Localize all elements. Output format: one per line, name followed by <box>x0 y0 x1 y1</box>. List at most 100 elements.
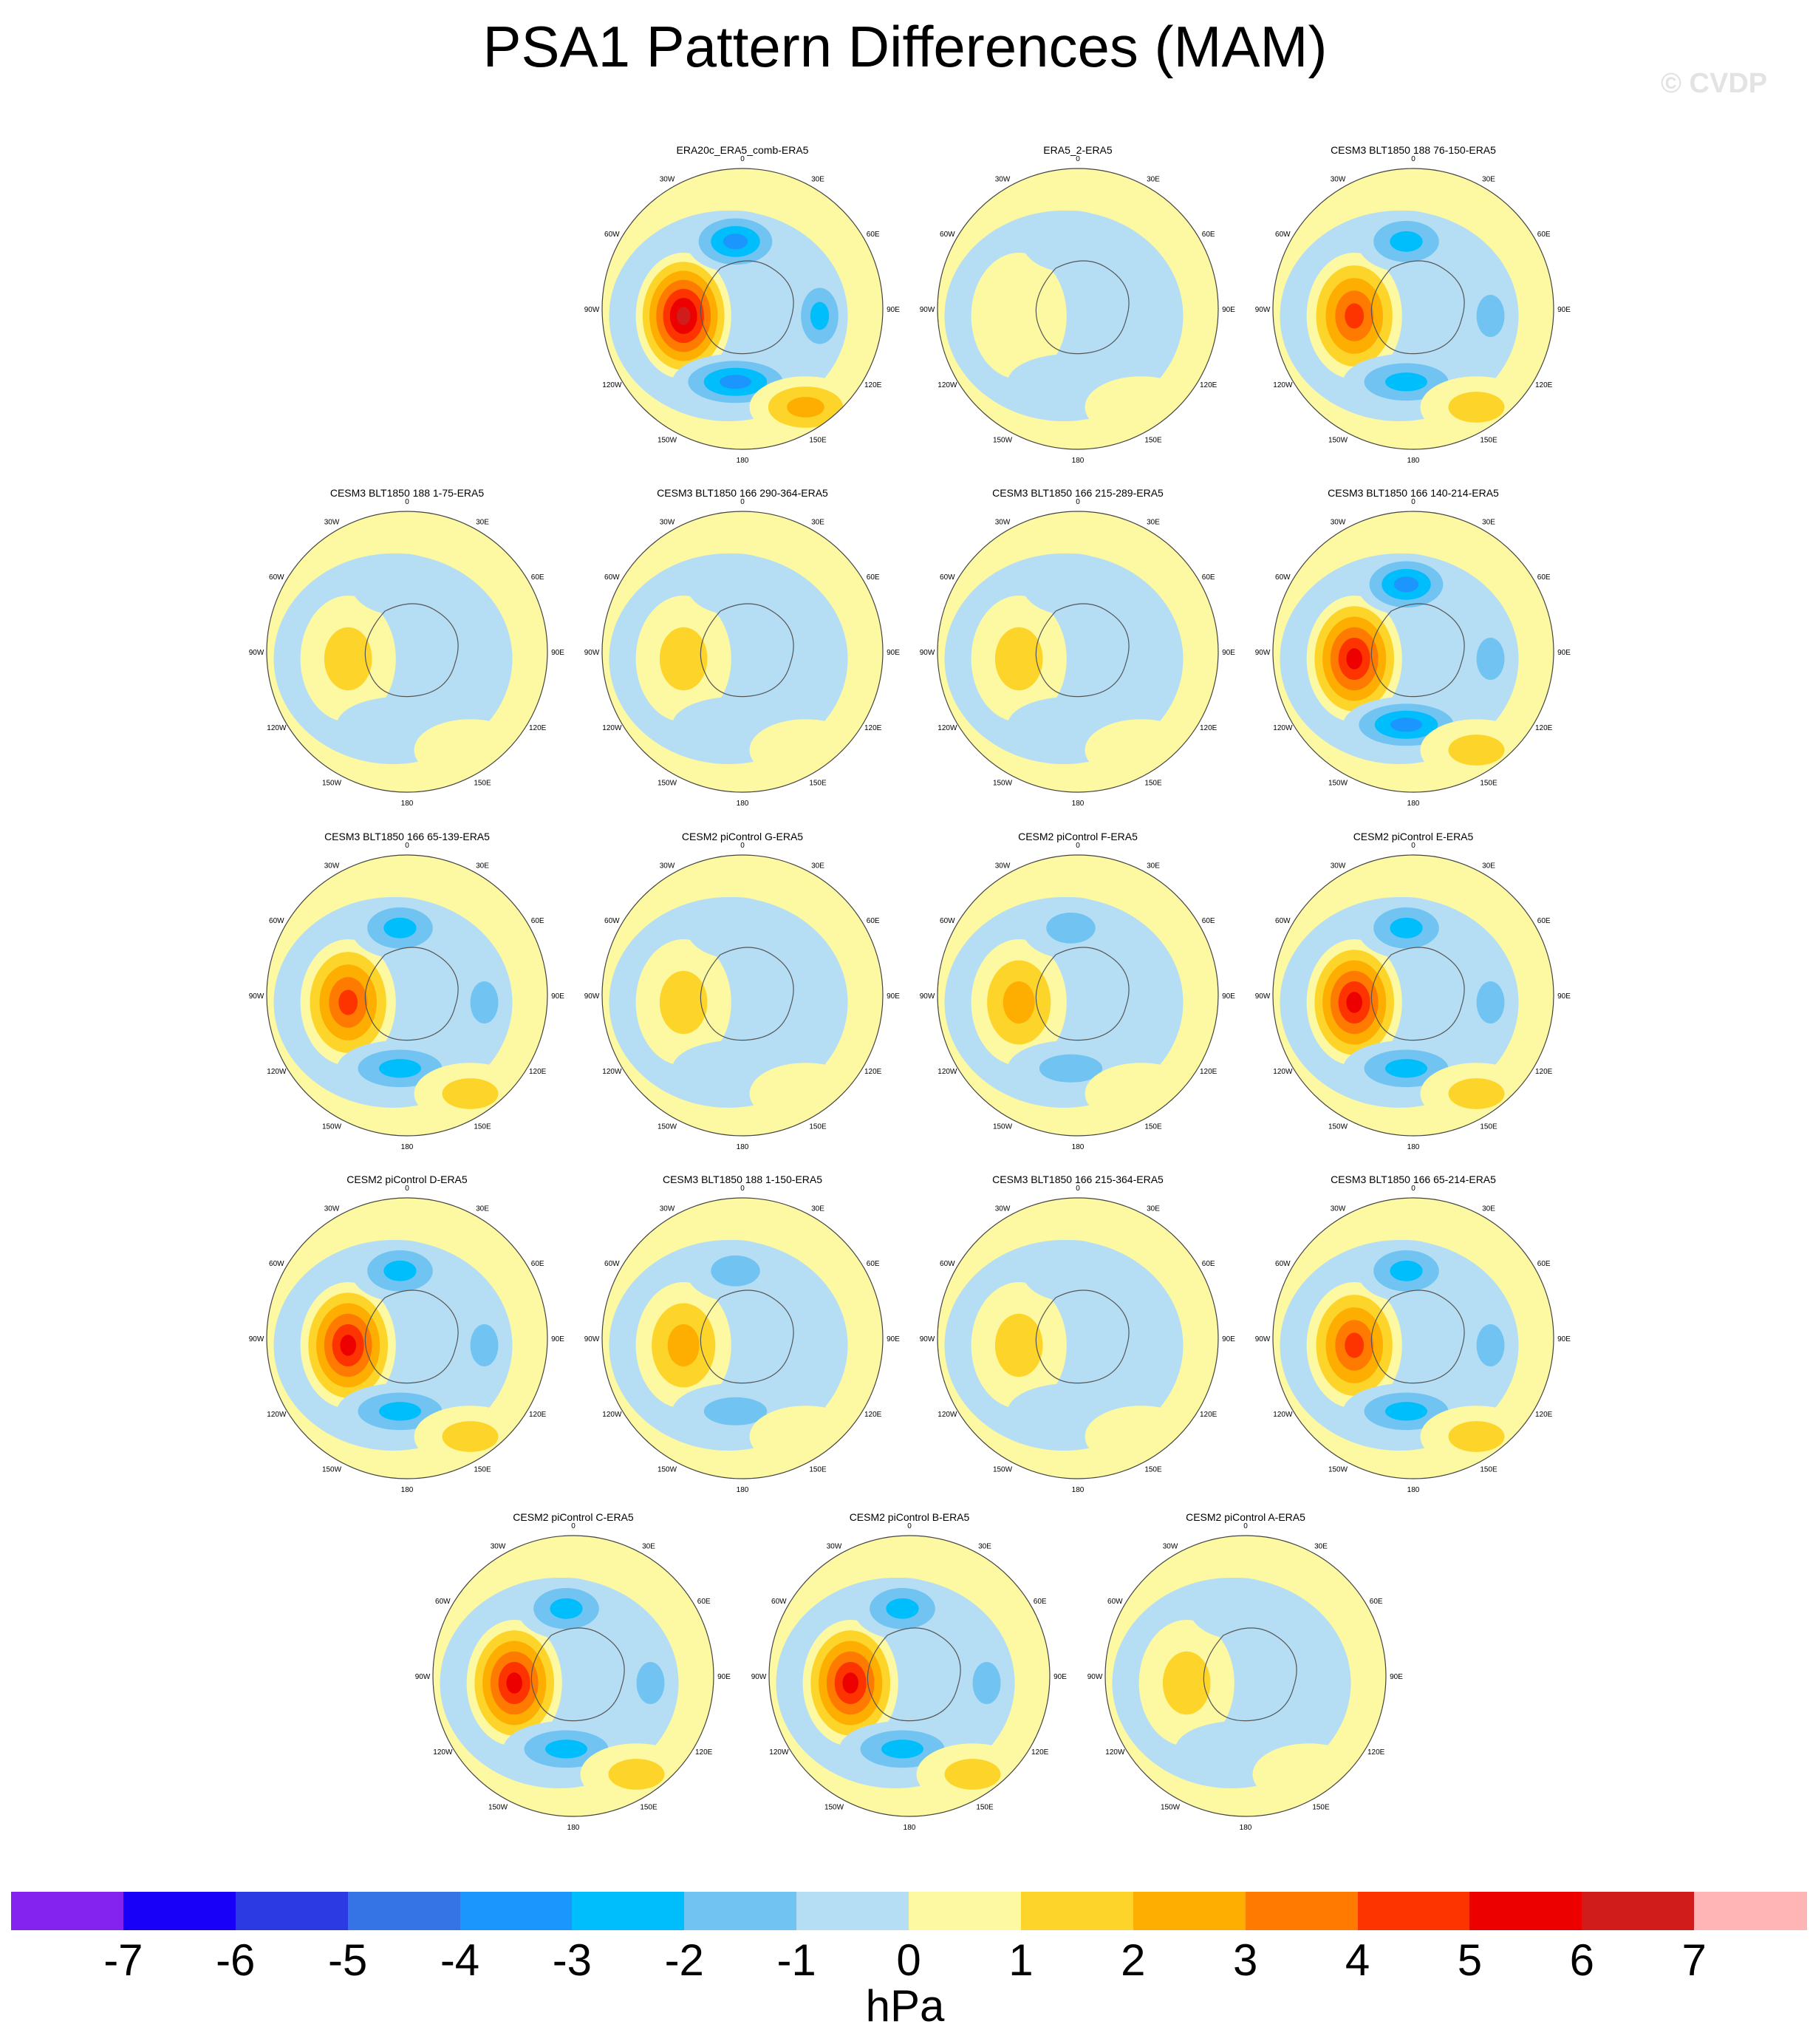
longitude-label: 90E <box>1557 306 1571 314</box>
longitude-label: 120E <box>529 724 547 732</box>
longitude-label: 150W <box>993 1466 1013 1474</box>
longitude-label: 0 <box>907 1522 912 1530</box>
longitude-label: 60E <box>1034 1598 1047 1606</box>
longitude-label: 150E <box>809 437 827 445</box>
longitude-label: 60W <box>771 1598 787 1606</box>
longitude-label: 60E <box>867 917 880 925</box>
longitude-label: 180 <box>737 457 749 465</box>
longitude-label: 60W <box>1275 231 1291 239</box>
longitude-label: 60E <box>867 1260 880 1268</box>
longitude-label: 0 <box>1076 155 1080 163</box>
longitude-label: 60W <box>435 1598 451 1606</box>
panel-title: CESM3 BLT1850 166 65-139-ERA5 <box>324 831 490 842</box>
longitude-label: 150E <box>1480 1123 1497 1131</box>
coastline <box>700 260 794 355</box>
longitude-label: 180 <box>1072 1143 1085 1151</box>
longitude-label: 0 <box>1411 498 1415 506</box>
longitude-label: 150W <box>658 780 677 788</box>
panel-title: CESM3 BLT1850 166 215-364-ERA5 <box>992 1173 1164 1185</box>
longitude-label: 120W <box>267 724 287 732</box>
anomaly-contour <box>1346 992 1362 1013</box>
longitude-label: 90E <box>551 1335 564 1343</box>
longitude-label: 150E <box>1480 437 1497 445</box>
colorbar-swatch <box>909 1892 1022 1930</box>
anomaly-contour <box>456 616 513 701</box>
anomaly-contour <box>723 234 748 250</box>
panel-title: CESM3 BLT1850 166 140-214-ERA5 <box>1328 487 1499 499</box>
panel-title: CESM2 piControl E-ERA5 <box>1353 831 1474 842</box>
colorbar-swatch <box>1694 1892 1807 1930</box>
map-border <box>601 1197 884 1479</box>
colorbar-tick-label: 1 <box>1008 1935 1034 1985</box>
longitude-label: 60W <box>269 917 284 925</box>
longitude-label: 90W <box>1255 992 1271 1001</box>
longitude-label: 120W <box>1273 381 1293 389</box>
longitude-label: 150W <box>322 780 342 788</box>
figure-title: PSA1 Pattern Differences (MAM) <box>482 14 1328 79</box>
coastline <box>364 1290 459 1384</box>
longitude-label: 90E <box>1557 992 1571 1001</box>
longitude-label: 0 <box>571 1522 576 1530</box>
panel-title: CESM2 piControl B-ERA5 <box>850 1511 970 1523</box>
longitude-label: 180 <box>1407 1486 1420 1494</box>
longitude-label: 30E <box>811 862 824 870</box>
anomaly-contour <box>1039 1054 1103 1083</box>
anomaly-contour <box>1476 295 1505 337</box>
longitude-label: 30W <box>324 1205 340 1213</box>
coastline <box>700 947 794 1041</box>
colorbar-tick-label: -4 <box>440 1935 480 1985</box>
colorbar-swatch <box>796 1892 909 1930</box>
longitude-label: 120E <box>1200 724 1218 732</box>
longitude-label: 150E <box>1144 1466 1162 1474</box>
longitude-label: 60E <box>531 1260 544 1268</box>
longitude-label: 60W <box>1275 573 1291 582</box>
anomaly-contour <box>442 1421 499 1452</box>
anomaly-contour <box>1390 718 1422 732</box>
panel-title: CESM2 piControl F-ERA5 <box>1018 831 1138 842</box>
longitude-label: 90W <box>1255 1335 1271 1343</box>
map-border <box>937 168 1219 450</box>
longitude-label: 60E <box>531 917 544 925</box>
anomaly-contour <box>414 719 527 781</box>
longitude-label: 90W <box>920 649 935 657</box>
longitude-label: 120E <box>1031 1748 1049 1757</box>
longitude-label: 60E <box>697 1598 711 1606</box>
longitude-label: 30E <box>811 518 824 526</box>
longitude-label: 90E <box>887 1335 900 1343</box>
colorbar-tick-label: -3 <box>552 1935 592 1985</box>
longitude-label: 180 <box>737 800 749 808</box>
anomaly-contour <box>1448 392 1505 423</box>
coastline <box>1035 1290 1130 1384</box>
longitude-label: 150E <box>976 1804 994 1812</box>
anomaly-contour <box>383 917 417 938</box>
longitude-label: 60W <box>604 917 620 925</box>
longitude-label: 150E <box>809 780 827 788</box>
colorbar-tick-label: 2 <box>1121 1935 1146 1985</box>
longitude-label: 90E <box>1390 1673 1403 1681</box>
anomaly-contour <box>1022 211 1120 273</box>
anomaly-contour <box>1448 735 1505 766</box>
longitude-label: 180 <box>737 1486 749 1494</box>
longitude-label: 150W <box>322 1123 342 1131</box>
panel-title: CESM2 piControl D-ERA5 <box>346 1173 468 1185</box>
coastline <box>1370 947 1465 1041</box>
panel-title: CESM3 BLT1850 188 1-150-ERA5 <box>663 1173 822 1185</box>
longitude-label: 90E <box>887 649 900 657</box>
map-border <box>601 854 884 1137</box>
map-border <box>937 854 1219 1137</box>
panel-title: CESM2 piControl A-ERA5 <box>1186 1511 1305 1523</box>
longitude-label: 30E <box>476 518 489 526</box>
longitude-label: 150W <box>993 1123 1013 1131</box>
longitude-label: 90E <box>717 1673 731 1681</box>
anomaly-contour <box>1127 616 1184 701</box>
longitude-label: 90E <box>1222 306 1235 314</box>
colorbar-swatch <box>1020 1892 1134 1930</box>
longitude-label: 150E <box>1144 780 1162 788</box>
panel-title: CESM3 BLT1850 166 65-214-ERA5 <box>1331 1173 1496 1185</box>
anomaly-contour <box>470 1324 499 1366</box>
longitude-label: 120E <box>1535 1411 1553 1419</box>
